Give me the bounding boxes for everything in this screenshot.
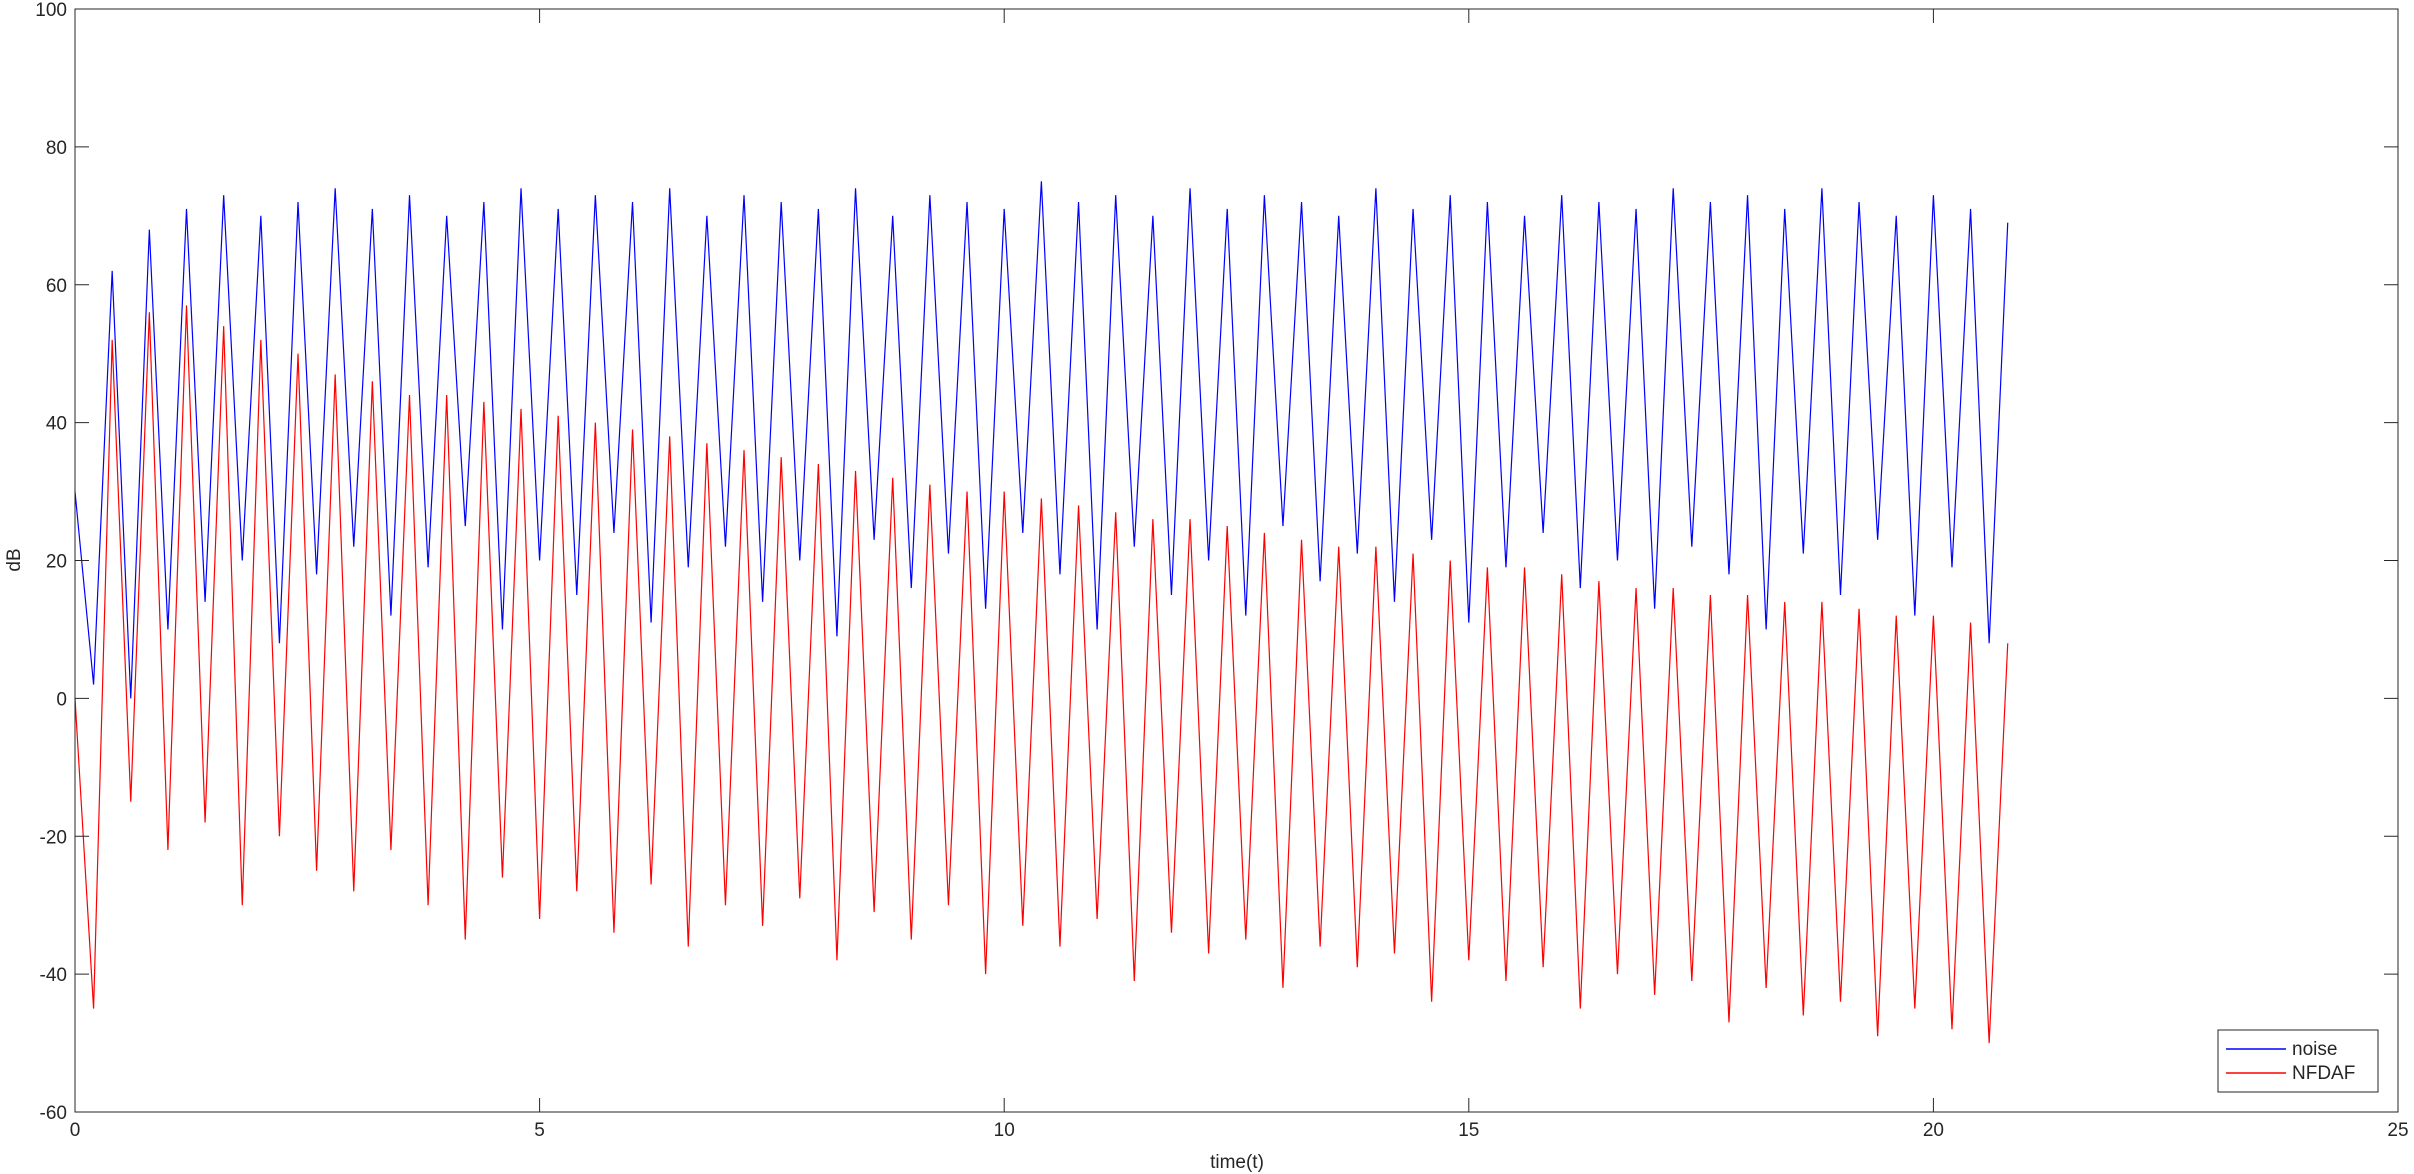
x-tick-label: 25 xyxy=(2387,1120,2408,1141)
y-tick-label: -60 xyxy=(40,1103,67,1124)
x-tick-label: 10 xyxy=(994,1120,1015,1141)
y-tick-label: 0 xyxy=(56,689,67,710)
series-line xyxy=(74,305,2009,1044)
y-axis-label: dB xyxy=(4,548,25,571)
series-line xyxy=(74,181,2009,699)
y-tick-label: 100 xyxy=(35,0,67,21)
y-tick-label: 20 xyxy=(46,552,67,573)
x-tick-label: 0 xyxy=(70,1120,81,1141)
x-tick-label: 5 xyxy=(534,1120,545,1141)
legend-label: NFDAF xyxy=(2292,1063,2355,1084)
y-tick-label: -40 xyxy=(40,965,67,986)
axes-box xyxy=(74,8,2399,1113)
x-axis-label: time(t) xyxy=(1210,1152,1264,1173)
y-tick-label: 40 xyxy=(46,414,67,435)
legend: noise NFDAF xyxy=(2217,1029,2379,1093)
legend-box xyxy=(2217,1029,2379,1093)
y-tick-label: 60 xyxy=(46,276,67,297)
y-tick-label: -20 xyxy=(40,827,67,848)
y-tick-label: 80 xyxy=(46,138,67,159)
legend-label: noise xyxy=(2292,1039,2337,1060)
x-tick-label: 15 xyxy=(1458,1120,1479,1141)
x-tick-label: 20 xyxy=(1923,1120,1944,1141)
